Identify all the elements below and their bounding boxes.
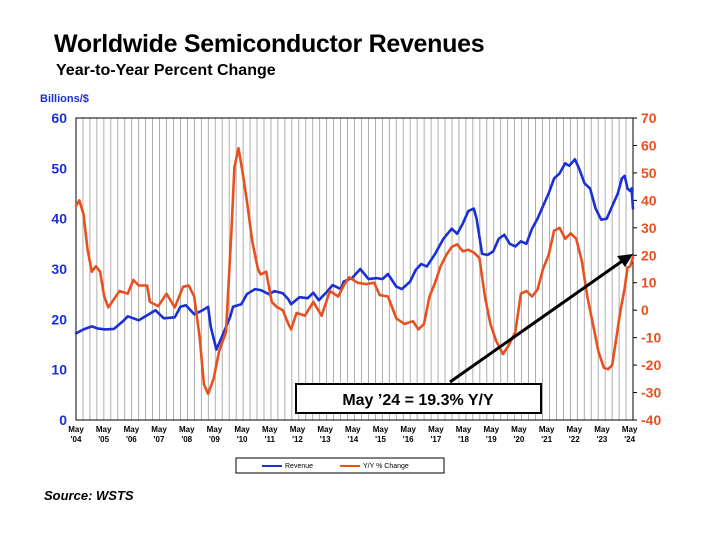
chart-subtitle: Year-to-Year Percent Change	[56, 62, 276, 79]
x-tick-label: May '17	[428, 425, 444, 444]
series-lines	[74, 146, 635, 396]
right-tick-label: 60	[641, 137, 657, 153]
chart-title: Worldwide Semiconductor Revenues	[54, 30, 485, 58]
annotation-arrow	[449, 255, 629, 384]
right-tick-label: -10	[641, 330, 661, 346]
x-tick-label: May '10	[234, 425, 250, 444]
left-tick-label: 0	[59, 412, 67, 428]
x-tick-label: May '22	[567, 425, 583, 444]
legend-label-yoy: Y/Y % Change	[363, 463, 409, 470]
annotation-arrowhead	[617, 254, 633, 267]
x-axis-ticks: May '04 May '05 May '06 May '07 May '08 May '09 May '…	[68, 425, 638, 444]
x-tick-label: May '23	[594, 425, 610, 444]
plot-frame	[75, 117, 634, 421]
annotation-text: May ’24 = 19.3% Y/Y	[342, 392, 494, 409]
right-tick-label: -30	[641, 385, 661, 401]
right-tick-label: 40	[641, 192, 657, 208]
left-tick-label: 20	[51, 311, 67, 327]
right-tick-label: 10	[641, 275, 657, 291]
y-axis-label: Billions/$	[40, 93, 89, 105]
x-tick-label: May '20	[511, 425, 527, 444]
x-tick-label: May '13	[317, 425, 333, 444]
right-tick-label: 20	[641, 247, 657, 263]
left-tick-label: 40	[51, 211, 67, 227]
x-tick-label: May '12	[290, 425, 306, 444]
x-tick-label: May '07	[151, 425, 167, 444]
x-tick-label: May '16	[400, 425, 416, 444]
x-tick-label: May '18	[456, 425, 472, 444]
right-tick-label: -40	[641, 412, 661, 428]
x-tick-label: May '11	[262, 425, 278, 444]
yoy-change-line	[74, 146, 635, 396]
x-tick-label: May '05	[96, 425, 112, 444]
right-tick-label: -20	[641, 357, 661, 373]
x-tick-label: May '09	[207, 425, 223, 444]
x-tick-label: May '04	[68, 425, 84, 444]
right-tick-label: 50	[641, 165, 657, 181]
annotation-box	[295, 383, 542, 414]
left-axis-ticks: 0 10 20 30 40 50 60	[51, 110, 67, 428]
x-tick-label: May '15	[373, 425, 389, 444]
left-tick-label: 50	[51, 160, 67, 176]
source-note: Source: WSTS	[44, 488, 134, 503]
right-tick-label: 70	[641, 110, 657, 126]
left-tick-label: 30	[51, 261, 67, 277]
left-tick-label: 60	[51, 110, 67, 126]
x-tick-label: May '06	[124, 425, 140, 444]
left-tick-label: 10	[51, 362, 67, 378]
right-tick-label: 0	[641, 302, 649, 318]
x-tick-label: May '19	[483, 425, 499, 444]
x-tick-label: May '21	[539, 425, 555, 444]
legend-label-revenue: Revenue	[285, 463, 313, 470]
x-tick-label: May '24	[622, 425, 638, 444]
right-axis-ticks: -40 -30 -20 -10 0 10 20 30 40 50 60 70	[633, 110, 661, 428]
legend: Revenue Y/Y % Change	[235, 457, 445, 474]
x-tick-label: May '08	[179, 425, 195, 444]
x-tick-label: May '14	[345, 425, 361, 444]
right-tick-label: 30	[641, 220, 657, 236]
grid-lines	[82, 118, 627, 420]
